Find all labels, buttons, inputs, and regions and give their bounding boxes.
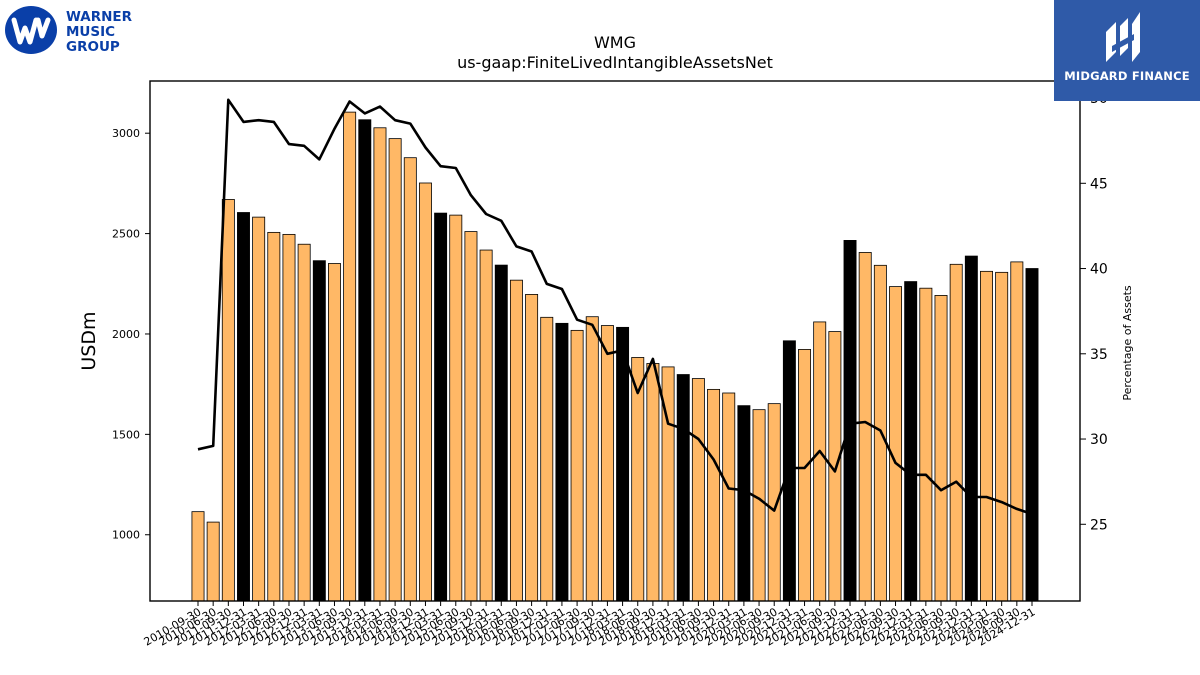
- bar: [843, 240, 857, 602]
- bar: [297, 243, 311, 602]
- y-tick-label: 1000: [112, 529, 140, 542]
- bar: [570, 329, 584, 602]
- bar: [358, 119, 372, 602]
- bar: [525, 294, 539, 602]
- y-tick-label: 3000: [112, 127, 140, 140]
- midgard-finance-logo: MIDGARD FINANCE: [1054, 0, 1200, 101]
- bar: [949, 263, 963, 602]
- bar: [707, 388, 721, 602]
- chart-subtitle: us-gaap:FiniteLivedIntangibleAssetsNet: [457, 53, 773, 72]
- bar: [798, 349, 812, 602]
- bar: [980, 270, 993, 602]
- bar: [282, 233, 296, 602]
- bar: [221, 199, 235, 602]
- y2-tick-label: 30: [1090, 432, 1108, 448]
- y2-tick-label: 25: [1090, 517, 1108, 533]
- percentage-line: [197, 98, 1033, 516]
- bar: [555, 322, 569, 602]
- bar: [616, 326, 630, 602]
- bar: [191, 511, 205, 602]
- bar: [206, 521, 220, 602]
- y2-tick-label: 40: [1090, 262, 1108, 278]
- bar: [403, 157, 417, 602]
- bar: [388, 138, 402, 602]
- bar: [267, 231, 281, 602]
- wmg-logo-icon: [5, 6, 57, 54]
- bar: [449, 214, 463, 602]
- bar: [1025, 268, 1039, 602]
- wmg-logo-line-3: GROUP: [66, 39, 120, 55]
- bar: [904, 281, 918, 602]
- bar: [676, 374, 690, 602]
- bar: [343, 111, 357, 602]
- bar: [858, 252, 872, 602]
- bar: [813, 321, 827, 602]
- bar: [995, 271, 1009, 602]
- bar: [722, 392, 736, 602]
- bar: [691, 378, 705, 602]
- bar: [479, 249, 493, 602]
- y2-tick-label: 45: [1090, 176, 1108, 192]
- bar: [494, 264, 508, 602]
- bar: [418, 182, 432, 602]
- y-tick-label: 1500: [112, 428, 140, 441]
- bar: [752, 409, 766, 602]
- bar: [964, 255, 978, 602]
- wmg-logo: WARNER MUSIC GROUP: [4, 4, 144, 56]
- bar: [373, 127, 387, 602]
- bar: [737, 405, 751, 602]
- wmg-logo-line-1: WARNER: [66, 9, 133, 25]
- bar: [540, 316, 554, 602]
- y-axis-label: USDm: [78, 311, 100, 370]
- chart-title: WMG: [594, 33, 636, 52]
- bar: [889, 286, 902, 602]
- bar: [312, 260, 326, 602]
- plot-frame: [149, 80, 1081, 602]
- bar: [1010, 261, 1024, 602]
- midgard-logo-icon: [1106, 12, 1140, 62]
- bar: [252, 216, 266, 602]
- y-tick-label: 2000: [112, 328, 140, 341]
- bar: [919, 287, 933, 602]
- wmg-logo-text: WARNER MUSIC GROUP: [66, 10, 132, 55]
- bar: [237, 212, 250, 602]
- bar: [464, 231, 478, 602]
- bar: [600, 325, 614, 602]
- wmg-logo-line-2: MUSIC: [66, 24, 116, 40]
- y-tick-label: 2500: [112, 228, 140, 241]
- bar: [934, 295, 948, 602]
- bar: [328, 263, 341, 602]
- y2-axis-label: Percentage of Assets: [1121, 285, 1134, 401]
- bar: [585, 316, 599, 602]
- y2-tick-label: 35: [1090, 347, 1108, 363]
- midgard-logo-text: MIDGARD FINANCE: [1064, 69, 1190, 83]
- bar: [509, 279, 523, 602]
- bar: [646, 363, 660, 602]
- bar: [434, 212, 448, 602]
